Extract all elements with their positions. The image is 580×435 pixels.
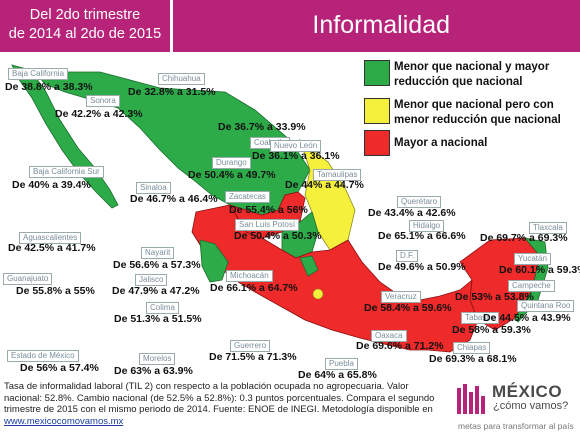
state-value-guerrero: De 71.5% a 71.3% [209,351,297,363]
state-label-tabasco: Tabasco [461,312,499,324]
state-value-nayarit: De 56.6% a 57.3% [113,259,201,271]
state-value-aguascalientes: De 42.5% a 41.7% [8,242,96,254]
state-value-oaxaca: De 69.6% a 71.2% [356,340,444,352]
state-label-campeche: Campeche [508,280,555,292]
state-value-baja-california-sur: De 40% a 39.4% [12,179,91,191]
state-label-veracruz: Veracruz [381,291,421,303]
state-value-sonora: De 42.2% a 42.3% [55,108,143,120]
state-value-san-luis-potosi: De 50.4% a 50.3% [234,230,322,242]
state-label-tlaxcala: Tlaxcala [529,222,567,234]
period-line-2: de 2014 al 2do de 2015 [8,26,162,42]
state-label-michoacan: Michoacán [226,270,273,282]
map-region-queretaro [299,255,319,277]
state-label-guerrero: Guerrero [230,340,271,352]
state-value-df: De 49.6% a 50.9% [378,261,466,273]
state-label-zacatecas: Zacatecas [225,191,270,203]
footer-text: Tasa de informalidad laboral (TIL 2) con… [4,381,435,415]
state-label-nuevo-leon: Nuevo León [270,140,322,152]
state-label-durango: Durango [212,157,251,169]
state-value-tlaxcala: De 69.7% a 69.3% [480,232,568,244]
state-label-oaxaca: Oaxaca [371,330,407,342]
legend-swatch-red [364,130,390,156]
legend-swatch-green [364,60,390,86]
state-label-baja-california-sur: Baja California Sur [29,166,104,178]
state-value-zacatecas: De 55.4% a 56% [229,204,308,216]
period-line-1: Del 2do trimestre [29,7,141,23]
state-label-jalisco: Jalisco [135,274,168,286]
state-value-colima: De 51.3% a 51.5% [114,313,202,325]
map-region-jalisco [199,239,229,283]
state-label-puebla: Puebla [325,358,358,370]
period-header: Del 2do trimestre de 2014 al 2do de 2015 [0,0,170,52]
map-region-df [312,288,324,300]
state-value-morelos: De 63% a 63.9% [114,365,193,377]
state-label-morelos: Morelos [139,353,176,365]
state-value-nuevo-leon: De 36.1% a 36.1% [252,150,340,162]
state-value-estado-de-mexico: De 56% a 57.4% [20,362,99,374]
state-label-guanajuato: Guanajuato [3,273,53,285]
state-label-nayarit: Nayarit [141,247,175,259]
methodology-link[interactable]: www.mexicocomovamos.mx [4,415,124,427]
state-label-quintana-roo: Quintana Roo [517,300,575,312]
state-value-baja-california: De 38.8% a 38.3% [5,81,93,93]
state-value-coahuila: De 36.7% a 33.9% [218,121,306,133]
methodology-footer: Tasa de informalidad laboral (TIL 2) con… [4,381,444,427]
state-value-queretaro: De 43.4% a 42.6% [368,207,456,219]
legend-text-yellow: Menor que nacional pero con menor reducc… [394,99,561,126]
state-label-chiapas: Chiapas [453,342,491,354]
state-value-sinaloa: De 46.7% a 46.4% [130,193,218,205]
legend-text-green: Menor que nacional y mayor reducción que… [394,61,550,88]
state-value-hidalgo: De 65.1% a 66.6% [378,230,466,242]
logo-subtitle: ¿cómo vamos? [493,400,569,412]
logo-name: MÉXICO [492,382,563,401]
state-value-jalisco: De 47.9% a 47.2% [112,285,200,297]
state-label-df: D.F. [396,250,419,262]
state-label-sonora: Sonora [86,95,120,107]
state-label-san-luis-potosi: San Luis Potosí [235,219,300,231]
state-label-sinaloa: Sinaloa [136,182,171,194]
state-value-chiapas: De 69.3% a 68.1% [429,353,517,365]
state-value-campeche: De 53% a 53.8% [455,291,534,303]
state-label-queretaro: Querétaro [397,196,442,208]
state-value-tamaulipas: De 44% a 44.7% [285,179,364,191]
state-value-guanajuato: De 55.8% a 55% [16,285,95,297]
logo-tagline: metas para transformar al país [458,421,574,431]
logo-bars-icon [457,384,485,414]
state-value-durango: De 50.4% a 49.7% [188,169,276,181]
state-value-quintana-roo: De 44.5% a 43.9% [483,312,571,324]
legend-swatch-yellow [364,98,390,124]
state-value-veracruz: De 58.4% a 59.6% [364,302,452,314]
state-label-baja-california: Baja California [8,68,69,80]
legend-text-red: Mayor a nacional [394,137,488,149]
state-value-puebla: De 64% a 65.8% [298,369,377,381]
state-label-estado-de-mexico: Estado de México [7,350,79,362]
title-banner: Informalidad [173,0,580,52]
state-value-tabasco: De 58% a 59.3% [452,324,531,336]
state-label-yucatan: Yucatán [514,253,551,265]
page-title: Informalidad [312,11,450,39]
state-label-hidalgo: Hidalgo [409,220,445,232]
state-label-chihuahua: Chihuahua [158,73,205,85]
state-value-michoacan: De 66.1% a 64.7% [210,282,298,294]
state-value-yucatan: De 60.1% a 59.3% [499,264,580,276]
state-value-chihuahua: De 32.8% a 31.5% [128,86,216,98]
state-label-tamaulipas: Tamaulipas [313,169,362,181]
state-label-aguascalientes: Aguascalientes [19,232,82,244]
state-label-colima: Colima [146,302,179,314]
